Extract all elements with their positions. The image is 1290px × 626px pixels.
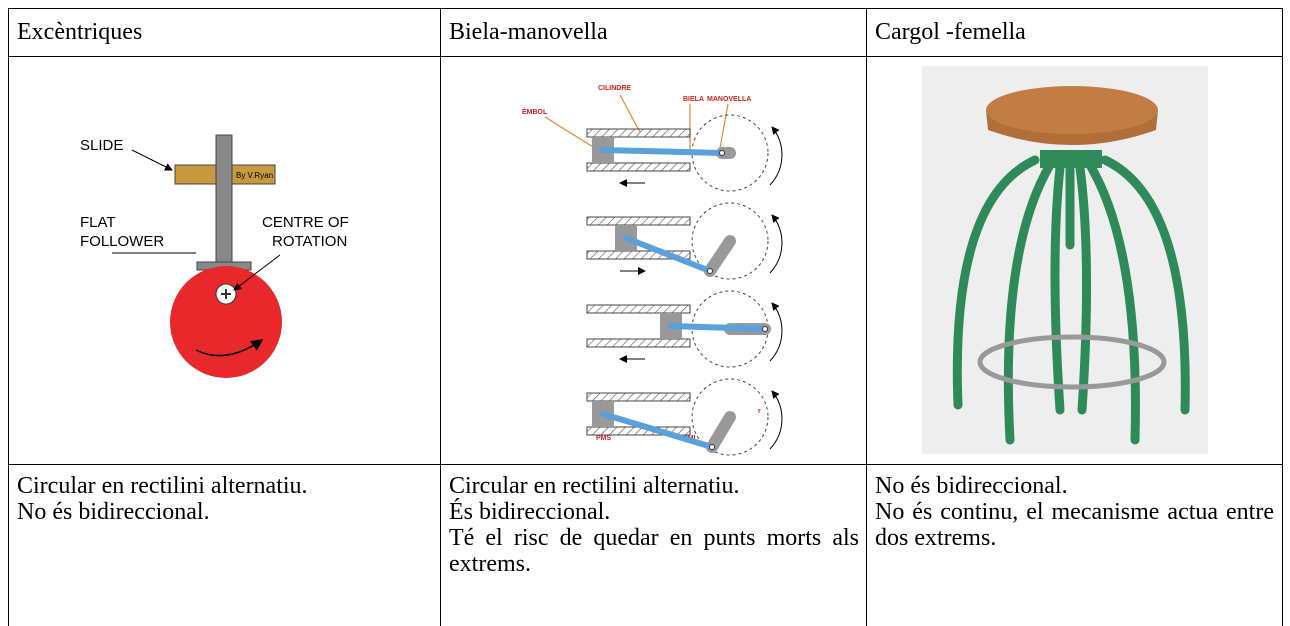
drawing — [709, 444, 715, 450]
description-line: No és bidireccional. — [17, 499, 210, 525]
description-line: Té el risc de quedar en punts morts als … — [449, 525, 859, 577]
label: By V.Ryan — [236, 171, 273, 180]
drawing — [586, 162, 691, 172]
image-cell — [866, 56, 1283, 465]
description-cell: Circular en rectilini alternatiu. És bidi… — [440, 464, 867, 626]
drawing — [769, 390, 783, 450]
description-line: Circular en rectilini alternatiu. — [449, 473, 740, 499]
description-cell: Circular en rectilini alternatiu. No és b… — [8, 464, 441, 626]
label: r — [758, 408, 761, 415]
description-line: Circular en rectilini alternatiu. — [17, 473, 308, 499]
description-line: És bidireccional. — [449, 499, 611, 525]
drawing — [691, 378, 769, 456]
drawing — [668, 323, 768, 332]
description-cell: No és bidireccional. No és continu, el me… — [866, 464, 1283, 626]
stool-photo — [922, 66, 1208, 454]
header-cell: Excèntriques — [8, 8, 441, 57]
drawing — [586, 216, 691, 226]
drawing — [762, 326, 768, 332]
drawing — [586, 304, 691, 314]
header-cell: Biela-manovella — [440, 8, 867, 57]
drawing — [600, 147, 725, 156]
label: ROTATION — [272, 233, 347, 250]
drawing — [719, 150, 725, 156]
label: CILINDRE — [598, 85, 631, 92]
image-cell — [8, 56, 441, 465]
label: ÈMBOL — [522, 107, 548, 116]
drawing — [691, 202, 769, 280]
label: PMS — [596, 435, 612, 442]
header-cell: Cargol -femella — [866, 8, 1283, 57]
drawing — [704, 235, 736, 277]
label: SLIDE — [80, 137, 123, 154]
crank-diagram: CILINDRE BIELA MANOVELLA ÈMBOL PMS PMI r — [522, 85, 783, 456]
drawing — [586, 128, 691, 138]
drawing — [707, 268, 713, 274]
drawing — [600, 411, 715, 450]
drawing — [706, 411, 736, 453]
drawing — [623, 235, 713, 274]
drawing — [586, 392, 691, 402]
description-line: No és bidireccional. — [875, 473, 1068, 499]
drawing — [769, 214, 783, 274]
label: FOLLOWER — [80, 233, 164, 250]
description-line: No és continu, el mecanisme actua entre … — [875, 499, 1274, 551]
drawing — [586, 338, 691, 348]
drawing — [586, 250, 691, 260]
cam-diagram: SLIDE By V.Ryan FLAT FOLLOWER CENTRE OF … — [80, 134, 349, 378]
label: CENTRE OF — [262, 214, 349, 231]
image-cell — [440, 56, 867, 465]
label: MANOVELLA — [707, 96, 751, 103]
drawing — [769, 302, 783, 362]
label: FLAT — [80, 214, 116, 231]
drawing — [691, 114, 769, 192]
drawing — [769, 126, 783, 186]
label: BIELA — [683, 96, 704, 103]
